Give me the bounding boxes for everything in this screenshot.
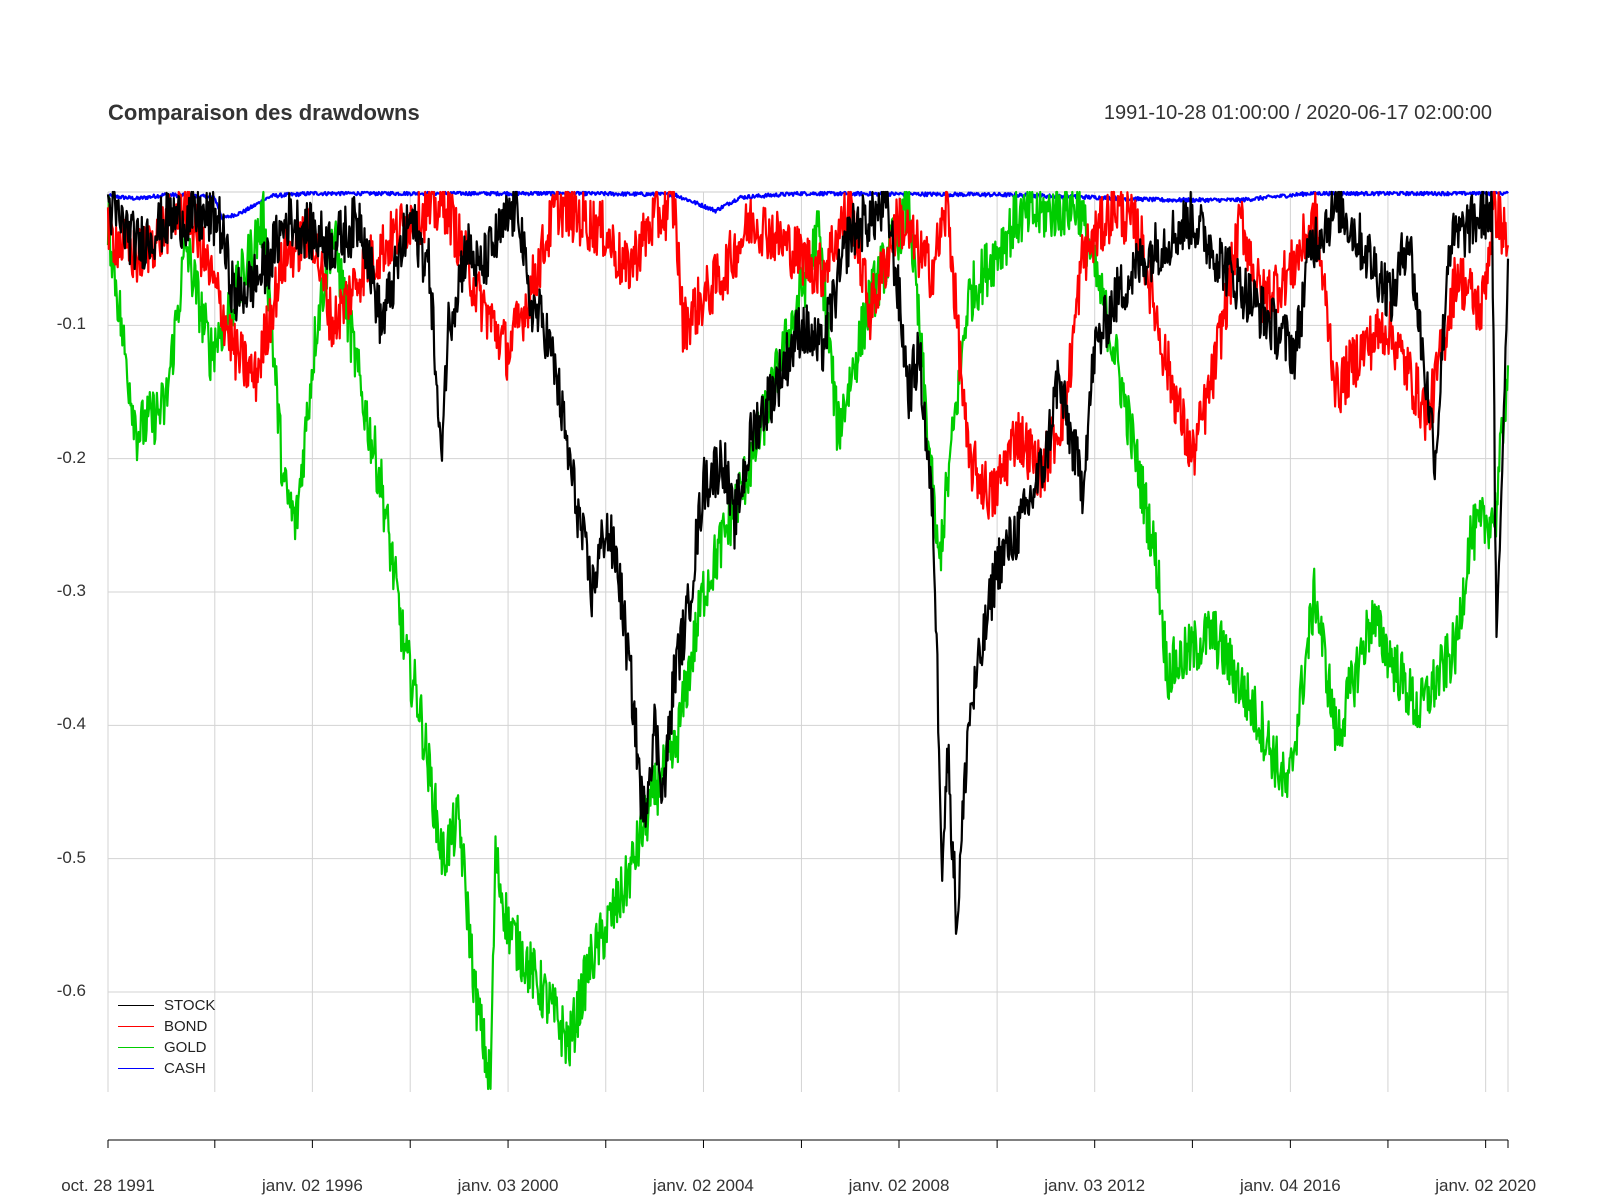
legend-label: BOND [164,1018,208,1035]
legend-label: GOLD [164,1039,207,1056]
x-tick-label: janv. 02 2008 [848,1176,950,1195]
chart-title: Comparaison des drawdowns [108,100,420,125]
legend-item-cash: CASH [118,1058,215,1079]
x-tick-label: janv. 02 2020 [1435,1176,1537,1195]
legend-swatch [118,1068,154,1069]
legend-item-bond: BOND [118,1016,215,1037]
y-tick-label: -0.6 [56,981,86,1000]
date-range: 1991-10-28 01:00:00 / 2020-06-17 02:00:0… [1103,102,1492,124]
x-tick-label: janv. 03 2012 [1044,1176,1146,1195]
legend-item-stock: STOCK [118,995,215,1016]
series-lines [106,190,1510,1091]
legend-swatch [118,1047,154,1048]
y-tick-label: -0.2 [56,447,86,467]
series-line-stock [106,190,1510,935]
series-line-cash [107,190,1509,221]
x-tick-label: oct. 28 1991 [61,1176,155,1195]
y-tick-label: -0.4 [56,714,86,734]
x-tick-label: janv. 03 2000 [457,1176,559,1195]
x-axis [107,1139,1509,1148]
legend-label: CASH [164,1060,206,1077]
x-tick-label: janv. 04 2016 [1239,1176,1341,1195]
legend-item-gold: GOLD [118,1037,215,1058]
legend-swatch [118,1005,154,1006]
y-tick-label: -0.1 [56,314,86,334]
x-tick-label: janv. 02 2004 [653,1176,754,1195]
series-line-bond [106,190,1510,520]
y-tick-label: -0.5 [56,847,86,867]
legend-label: STOCK [164,997,216,1014]
legend: STOCK BOND GOLD CASH [118,995,215,1079]
x-tick-label: janv. 02 1996 [261,1176,363,1195]
legend-swatch [118,1026,154,1027]
y-tick-label: -0.3 [56,581,86,600]
